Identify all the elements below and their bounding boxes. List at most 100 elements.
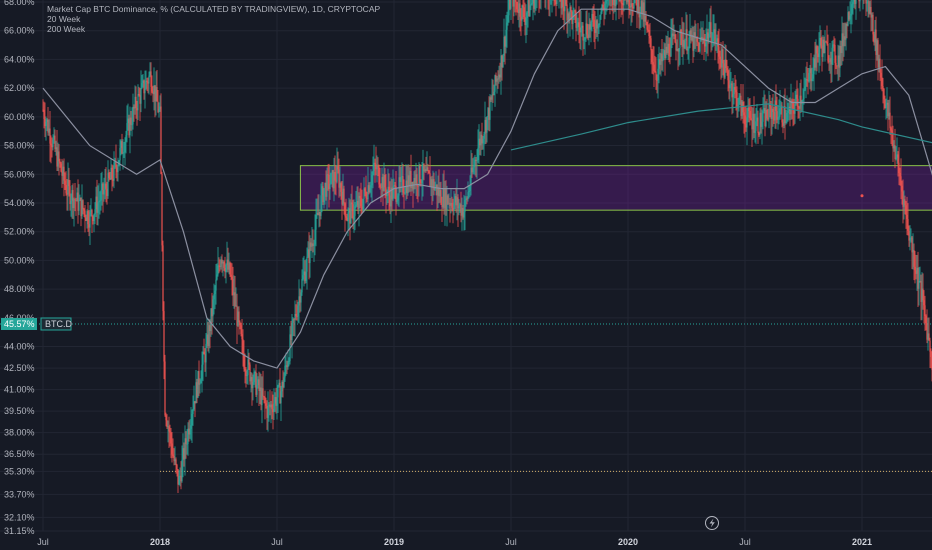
candle-body bbox=[174, 459, 176, 462]
candle-body bbox=[72, 190, 74, 209]
candle-body bbox=[903, 199, 905, 207]
candle-body bbox=[660, 53, 662, 65]
candle-body bbox=[66, 193, 68, 195]
candle-body bbox=[200, 379, 202, 384]
candle-body bbox=[777, 117, 779, 120]
candle-body bbox=[834, 45, 836, 63]
candle-body bbox=[87, 211, 89, 225]
x-tick-label: Jul bbox=[505, 537, 517, 547]
candle-body bbox=[316, 212, 318, 215]
candle-body bbox=[825, 41, 827, 43]
lightning-icon[interactable] bbox=[705, 516, 719, 530]
candle-body bbox=[91, 210, 93, 217]
candle-body bbox=[329, 183, 331, 189]
candle-body bbox=[898, 162, 900, 174]
candle-body bbox=[50, 143, 52, 146]
candle-body bbox=[366, 198, 368, 200]
candle-body bbox=[822, 39, 824, 57]
candle-body bbox=[211, 308, 213, 317]
candle-body bbox=[276, 397, 278, 406]
candle-body bbox=[867, 1, 869, 3]
candle-body bbox=[895, 157, 897, 159]
candle-body bbox=[855, 0, 857, 4]
candle-body bbox=[206, 334, 208, 344]
candle-body bbox=[838, 55, 840, 68]
candle-body bbox=[345, 216, 347, 218]
candle-body bbox=[494, 75, 496, 92]
candle-body bbox=[899, 173, 901, 177]
candle-body bbox=[888, 112, 890, 117]
candle-body bbox=[295, 313, 297, 317]
candle-body bbox=[872, 14, 874, 35]
candle-body bbox=[750, 118, 752, 120]
candle-body bbox=[597, 25, 599, 29]
candle-body bbox=[326, 174, 328, 197]
candle-body bbox=[212, 299, 214, 317]
candle-body bbox=[255, 372, 257, 395]
candle-body bbox=[93, 214, 95, 222]
candle-body bbox=[112, 179, 114, 181]
candle-body bbox=[227, 259, 229, 270]
y-tick-label: 60.00% bbox=[4, 112, 35, 122]
candle-body bbox=[314, 229, 316, 245]
candle-body bbox=[462, 207, 464, 218]
candle-body bbox=[789, 106, 791, 115]
candle-body bbox=[342, 188, 344, 205]
candle-body bbox=[723, 63, 725, 78]
candle-body bbox=[143, 80, 145, 94]
candle-body bbox=[349, 208, 351, 224]
candle-body bbox=[60, 163, 62, 172]
candle-body bbox=[96, 196, 98, 213]
y-tick-label: 58.00% bbox=[4, 141, 35, 151]
candle-body bbox=[324, 182, 326, 189]
candle-body bbox=[664, 50, 666, 58]
candle-body bbox=[116, 167, 118, 173]
candle-body bbox=[179, 475, 181, 477]
candle-body bbox=[408, 175, 410, 187]
candle-body bbox=[501, 55, 503, 67]
candle-body bbox=[578, 22, 580, 28]
candle-body bbox=[55, 147, 57, 150]
candle-body bbox=[677, 49, 679, 52]
candle-body bbox=[900, 176, 902, 186]
candle-body bbox=[717, 38, 719, 47]
candle-body bbox=[914, 266, 916, 271]
candle-body bbox=[596, 20, 598, 29]
candle-body bbox=[410, 170, 412, 188]
candle-body bbox=[340, 183, 342, 192]
candle-body bbox=[399, 177, 401, 182]
candle-body bbox=[216, 274, 218, 280]
candle-body bbox=[220, 259, 222, 267]
candle-body bbox=[554, 0, 556, 2]
candle-body bbox=[448, 202, 450, 204]
candle-body bbox=[815, 46, 817, 68]
candle-body bbox=[768, 103, 770, 120]
candle-body bbox=[109, 177, 111, 180]
candle-body bbox=[413, 177, 415, 190]
candle-body bbox=[123, 151, 125, 153]
candle-body bbox=[285, 365, 287, 367]
candle-body bbox=[752, 113, 754, 130]
candle-body bbox=[744, 115, 746, 125]
candle-body bbox=[131, 124, 133, 126]
candle-body bbox=[466, 198, 468, 200]
candle-body bbox=[140, 87, 142, 104]
candle-body bbox=[296, 316, 298, 317]
candle-body bbox=[785, 120, 787, 124]
candle-body bbox=[647, 29, 649, 31]
x-tick-label: Jul bbox=[271, 537, 283, 547]
candle-body bbox=[845, 24, 847, 40]
candle-body bbox=[381, 177, 383, 188]
candle-body bbox=[924, 305, 926, 317]
candle-body bbox=[580, 27, 582, 33]
candle-body bbox=[105, 183, 107, 189]
candle-body bbox=[360, 198, 362, 207]
candle-body bbox=[510, 0, 512, 9]
candle-body bbox=[77, 192, 79, 211]
candle-body bbox=[453, 202, 455, 211]
candle-body bbox=[358, 195, 360, 209]
candle-body bbox=[703, 37, 705, 44]
symbol-label: BTC.D bbox=[45, 319, 73, 329]
candle-body bbox=[667, 43, 669, 53]
